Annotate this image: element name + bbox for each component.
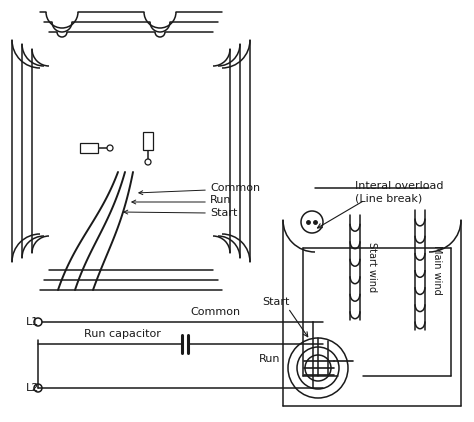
Text: Run: Run [210, 195, 231, 205]
Text: Run: Run [259, 354, 281, 364]
Text: L2: L2 [26, 383, 39, 393]
Text: Run capacitor: Run capacitor [83, 329, 160, 339]
Text: L1: L1 [26, 317, 39, 327]
Text: Start: Start [263, 297, 290, 307]
Text: Interal overload
(Line break): Interal overload (Line break) [355, 181, 444, 203]
Circle shape [107, 145, 113, 151]
Text: Main wind: Main wind [432, 245, 442, 295]
Bar [143, 132, 153, 150]
Text: Start: Start [210, 208, 237, 218]
Text: Common: Common [190, 307, 240, 317]
Bar [80, 143, 98, 153]
Text: Start wind: Start wind [367, 242, 377, 292]
Circle shape [145, 159, 151, 165]
Text: Common: Common [210, 183, 260, 193]
